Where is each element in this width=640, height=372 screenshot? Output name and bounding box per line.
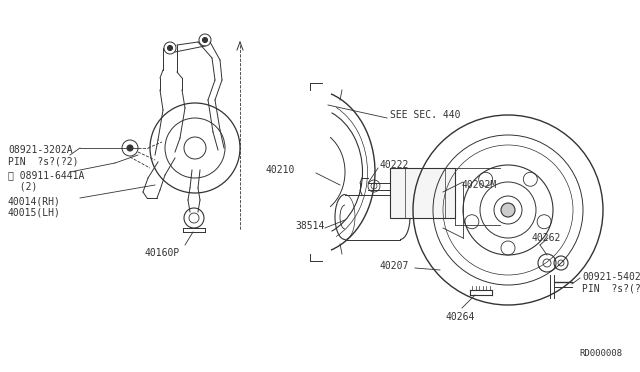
Text: 40160P: 40160P [145, 248, 180, 258]
Text: SEE SEC. 440: SEE SEC. 440 [390, 110, 461, 120]
Circle shape [168, 45, 173, 51]
Text: 40207: 40207 [380, 261, 410, 271]
Circle shape [202, 38, 207, 42]
Text: 40222: 40222 [380, 160, 410, 170]
Text: 40262: 40262 [532, 233, 561, 243]
Text: 40202M: 40202M [462, 180, 497, 190]
Text: 40210: 40210 [266, 165, 295, 175]
Text: ⓝ 08911-6441A
  (2): ⓝ 08911-6441A (2) [8, 170, 84, 192]
Text: 40264: 40264 [445, 312, 474, 322]
Text: 38514: 38514 [295, 221, 324, 231]
Circle shape [501, 203, 515, 217]
Text: 00921-5402A
PIN  ?s?(?2): 00921-5402A PIN ?s?(?2) [582, 272, 640, 294]
Text: 08921-3202A
PIN  ?s?(?2): 08921-3202A PIN ?s?(?2) [8, 145, 79, 167]
Text: RD000008: RD000008 [579, 349, 622, 358]
Circle shape [127, 145, 133, 151]
Text: 40014(RH)
40015(LH): 40014(RH) 40015(LH) [8, 196, 61, 218]
Bar [390, 168, 455, 218]
